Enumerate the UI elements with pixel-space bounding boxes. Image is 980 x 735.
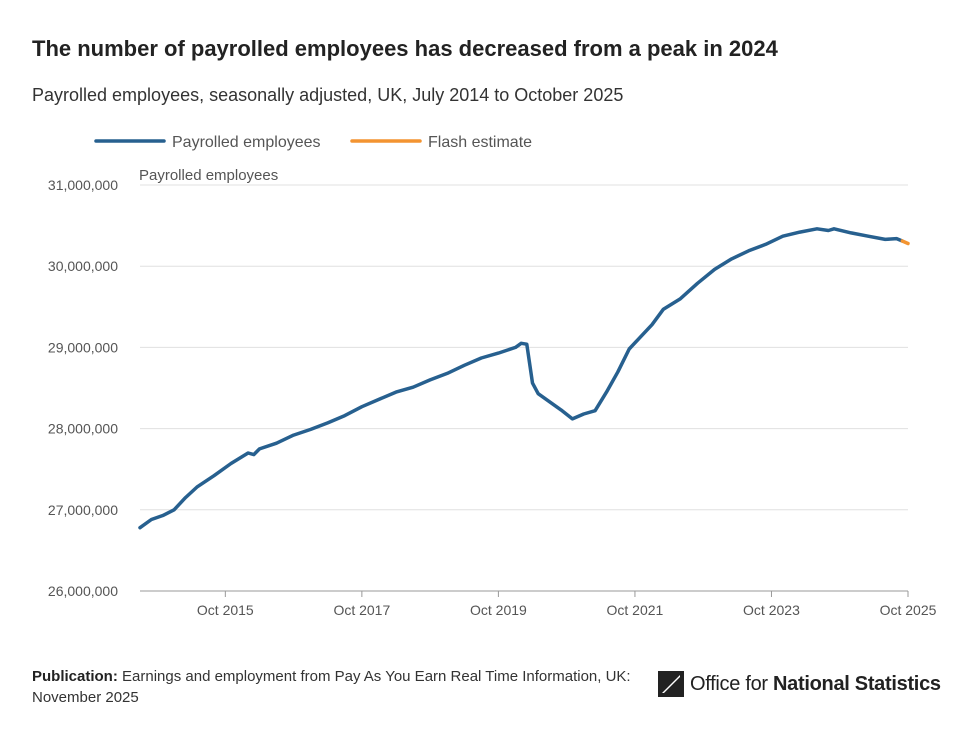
chart-subtitle: Payrolled employees, seasonally adjusted… (32, 85, 624, 105)
x-tick-label: Oct 2017 (333, 602, 390, 618)
y-tick-label: 27,000,000 (48, 502, 118, 518)
y-tick-label: 29,000,000 (48, 339, 118, 355)
ons-logo-text: Office for National Statistics (690, 673, 941, 696)
y-axis-label: Payrolled employees (139, 167, 278, 184)
legend-label-payrolled: Payrolled employees (172, 134, 321, 151)
gridlines (140, 184, 908, 592)
ons-logo-icon (658, 671, 684, 697)
x-tick-label: Oct 2015 (197, 602, 254, 618)
publication-link[interactable]: Earnings and employment from Pay As You … (32, 668, 631, 706)
ons-logo-text-bold: National Statistics (773, 672, 941, 695)
x-tick-label: Oct 2025 (880, 602, 937, 618)
ons-logo: Office for National Statistics (658, 671, 941, 697)
x-tick-label: Oct 2023 (743, 602, 800, 618)
chart-title: The number of payrolled employees has de… (32, 36, 778, 61)
legend-label-flash: Flash estimate (428, 134, 532, 151)
ons-logo-text-regular: Office for (690, 672, 774, 695)
series-line-flash-estimate (900, 239, 910, 246)
publication-label: Publication: (32, 668, 118, 685)
line-chart: Payrolled employees Flash estimate 26,00… (48, 134, 937, 618)
x-tick-label: Oct 2021 (607, 602, 664, 618)
legend: Payrolled employees Flash estimate (94, 134, 532, 151)
x-axis: Oct 2015 Oct 2017 Oct 2019 Oct 2021 Oct 2023… (197, 591, 937, 618)
y-axis: 26,000,000 27,000,000 28,000,000 29,000,000… (48, 177, 118, 599)
y-tick-label: 26,000,000 (48, 583, 118, 599)
y-tick-label: 30,000,000 (48, 258, 118, 274)
series-line-payrolled-employees (138, 227, 905, 530)
publication-note: Publication: Earnings and employment fro… (32, 666, 652, 708)
y-tick-label: 31,000,000 (48, 177, 118, 193)
y-tick-label: 28,000,000 (48, 421, 118, 437)
series-lines (138, 227, 910, 530)
x-tick-label: Oct 2019 (470, 602, 527, 618)
